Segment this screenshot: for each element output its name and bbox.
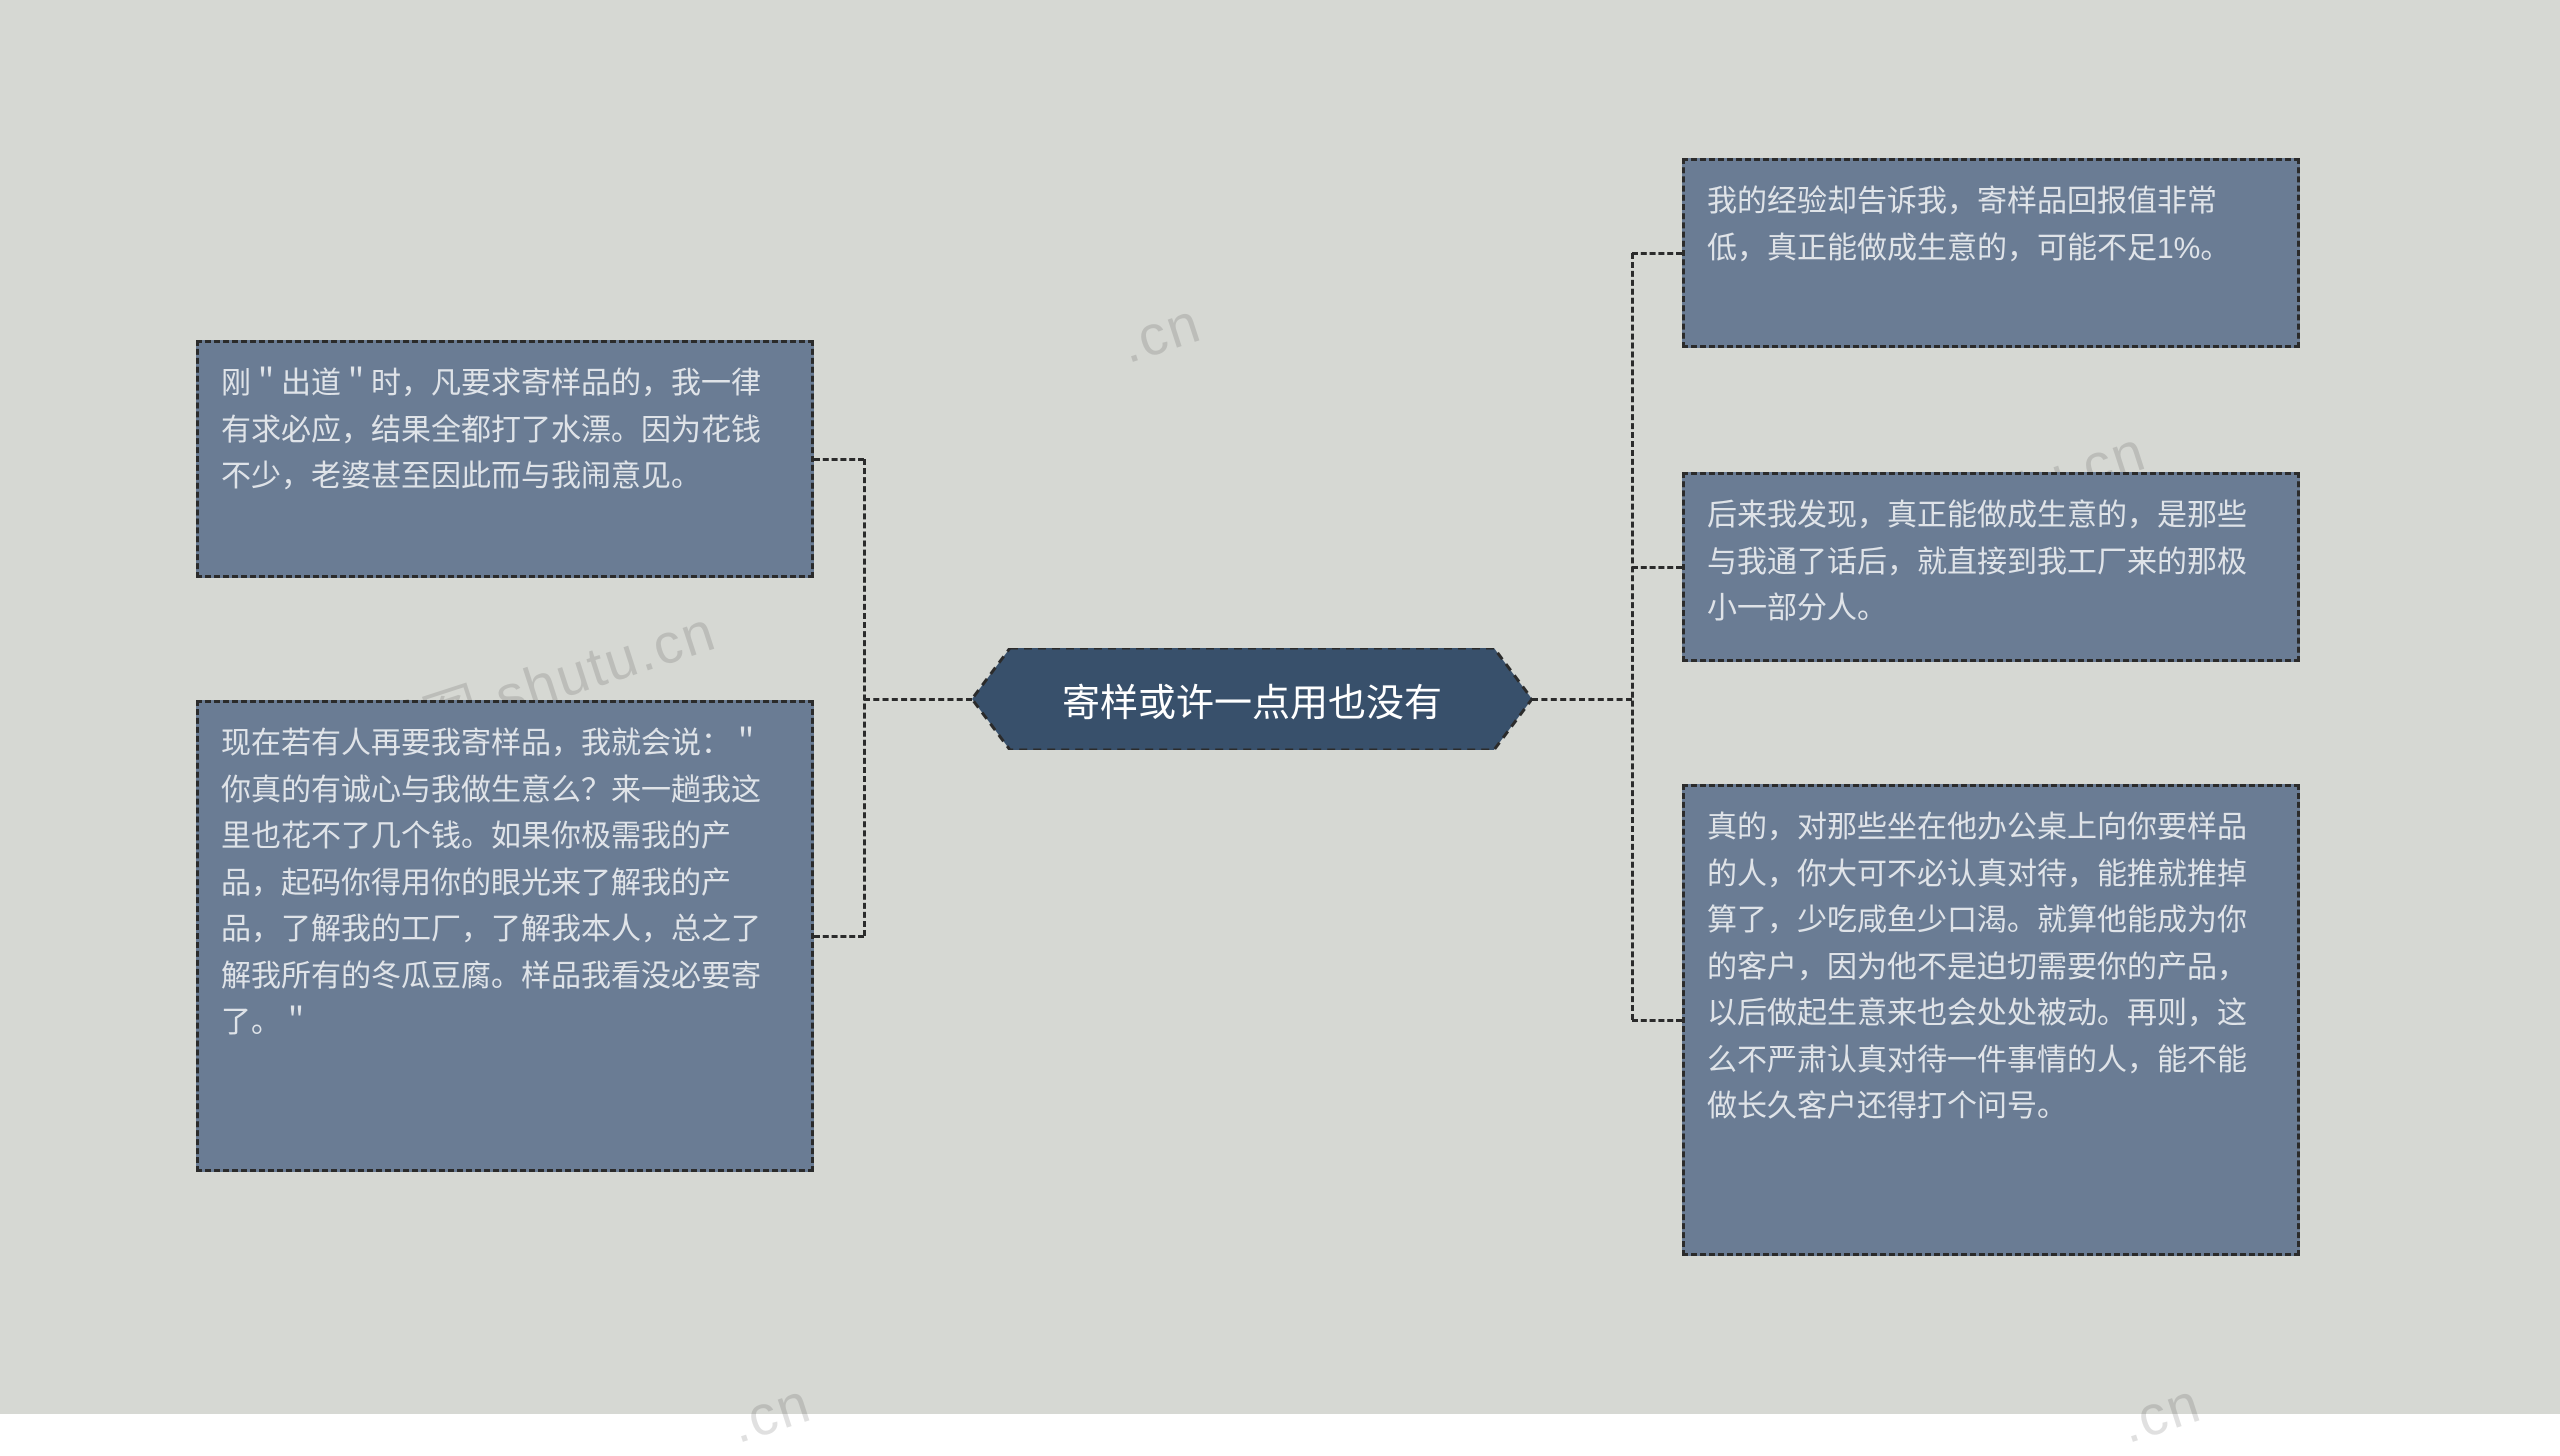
watermark: .cn	[1112, 289, 1209, 376]
center-node-label: 寄样或许一点用也没有	[1062, 672, 1442, 727]
conn-center-to-right	[1532, 698, 1632, 701]
conn-left-stub-1	[814, 935, 864, 938]
conn-right-stub-1	[1632, 566, 1682, 569]
mindmap-canvas: 树图 shutu.cn树图 shutu.cn.cn.cn.cn刚＂出道＂时，凡要…	[0, 0, 2560, 1414]
watermark: .cn	[2112, 1369, 2209, 1456]
right-node-0: 我的经验却告诉我，寄样品回报值非常低，真正能做成生意的，可能不足1%。	[1682, 158, 2300, 348]
left-node-0: 刚＂出道＂时，凡要求寄样品的，我一律有求必应，结果全都打了水漂。因为花钱不少，老…	[196, 340, 814, 578]
watermark: .cn	[722, 1369, 819, 1456]
conn-left-to-center	[864, 698, 972, 701]
conn-left-stub-0	[814, 458, 864, 461]
center-node: 寄样或许一点用也没有	[972, 648, 1532, 750]
conn-right-trunk	[1631, 253, 1634, 1020]
conn-right-stub-0	[1632, 252, 1682, 255]
right-node-2: 真的，对那些坐在他办公桌上向你要样品的人，你大可不必认真对待，能推就推掉算了，少…	[1682, 784, 2300, 1256]
conn-right-stub-2	[1632, 1019, 1682, 1022]
right-node-1: 后来我发现，真正能做成生意的，是那些与我通了话后，就直接到我工厂来的那极小一部分…	[1682, 472, 2300, 662]
left-node-1: 现在若有人再要我寄样品，我就会说：＂你真的有诚心与我做生意么？来一趟我这里也花不…	[196, 700, 814, 1172]
